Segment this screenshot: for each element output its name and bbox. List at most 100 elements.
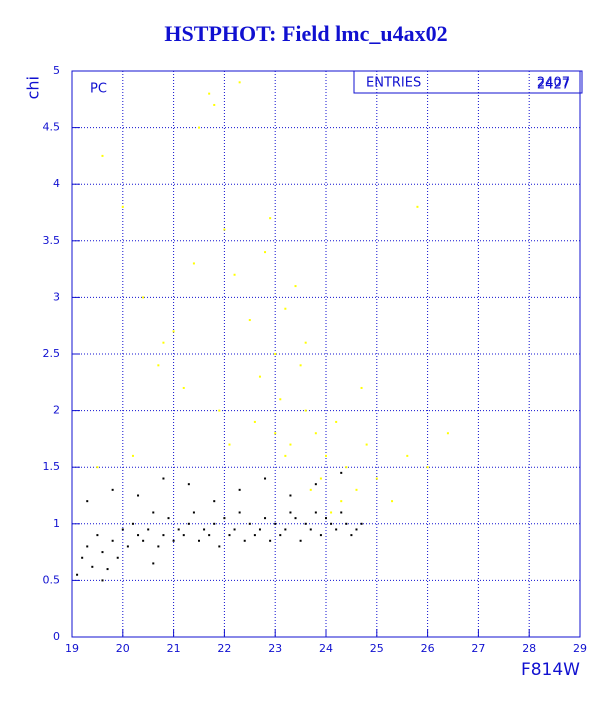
y-tick-label: 1 (53, 517, 60, 530)
point (81, 556, 84, 559)
point (238, 488, 241, 491)
point (203, 528, 206, 531)
x-tick-label: 21 (167, 642, 181, 655)
x-tick-label: 23 (268, 642, 282, 655)
point (86, 545, 89, 548)
point (137, 534, 140, 537)
point (345, 522, 348, 525)
point (101, 579, 104, 582)
point (304, 409, 307, 412)
point (258, 375, 261, 378)
point (131, 454, 134, 457)
point (172, 330, 175, 333)
x-tick-label: 24 (319, 642, 333, 655)
point (243, 539, 246, 542)
point (157, 364, 160, 367)
point (182, 534, 185, 537)
chart-title: HSTPHOT: Field lmc_u4ax02 (164, 21, 447, 46)
point (279, 534, 282, 537)
y-tick-label: 4 (53, 177, 60, 190)
point (355, 528, 358, 531)
x-tick-label: 28 (522, 642, 536, 655)
point (416, 205, 419, 208)
point (192, 262, 195, 265)
point (228, 534, 231, 537)
point (131, 522, 134, 525)
point (198, 539, 200, 542)
point (309, 528, 312, 531)
point (116, 556, 119, 559)
point (162, 477, 165, 480)
point (228, 443, 231, 446)
point (248, 319, 251, 322)
point (142, 296, 145, 299)
y-axis-label: chi (24, 76, 43, 99)
point (167, 517, 170, 520)
point (111, 539, 114, 542)
point (238, 511, 241, 514)
point (335, 420, 338, 423)
point (446, 432, 449, 435)
point (111, 488, 114, 491)
point (284, 528, 287, 531)
point (274, 353, 277, 355)
x-tick-label: 29 (573, 642, 587, 655)
point (233, 273, 236, 276)
x-tick-label: 19 (65, 642, 79, 655)
point (299, 364, 302, 367)
point (360, 522, 363, 525)
y-tick-label: 5 (53, 64, 60, 77)
point (269, 217, 272, 220)
point (258, 528, 261, 531)
point (96, 466, 99, 469)
point (106, 568, 109, 571)
y-tick-label: 3 (53, 290, 60, 303)
point (187, 483, 190, 486)
point (274, 432, 277, 435)
point (137, 494, 140, 497)
point (208, 534, 211, 537)
point (289, 511, 292, 514)
point (375, 477, 378, 480)
stats-value: 2407 (537, 76, 570, 91)
point (294, 285, 297, 288)
stats-label: ENTRIES (366, 76, 421, 91)
point (391, 500, 394, 503)
point (253, 420, 256, 423)
point (213, 500, 216, 503)
point (238, 81, 241, 84)
point (340, 511, 343, 514)
point (76, 573, 79, 576)
stats-value: 2427 (537, 78, 570, 93)
point (330, 511, 333, 514)
x-tick-label: 25 (370, 642, 384, 655)
point (304, 522, 307, 525)
point (223, 228, 226, 231)
point (406, 454, 409, 457)
point (86, 500, 89, 503)
point (101, 154, 104, 157)
x-axis-label: F814W (521, 660, 580, 680)
point (345, 466, 348, 469)
point (208, 92, 211, 95)
point (192, 511, 195, 514)
point (330, 522, 333, 525)
point (248, 522, 251, 525)
point (162, 534, 165, 537)
point (223, 517, 226, 520)
point (253, 534, 256, 537)
point (426, 466, 429, 469)
point (213, 103, 216, 106)
point (121, 205, 124, 208)
point (182, 386, 185, 389)
point (335, 528, 338, 531)
point (340, 500, 343, 503)
point (177, 528, 180, 531)
point (147, 528, 150, 531)
plot-frame (71, 70, 581, 638)
y-tick-label: 4.5 (43, 121, 61, 134)
point (319, 534, 322, 537)
y-tick-label: 2.5 (43, 347, 61, 360)
point (304, 341, 307, 344)
